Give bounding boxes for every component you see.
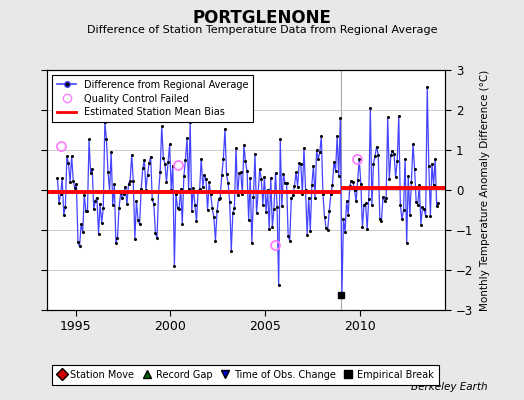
Text: Difference of Station Temperature Data from Regional Average: Difference of Station Temperature Data f… (87, 25, 437, 35)
Legend: Difference from Regional Average, Quality Control Failed, Estimated Station Mean: Difference from Regional Average, Qualit… (52, 75, 254, 122)
Text: Berkeley Earth: Berkeley Earth (411, 382, 487, 392)
Legend: Station Move, Record Gap, Time of Obs. Change, Empirical Break: Station Move, Record Gap, Time of Obs. C… (52, 366, 439, 385)
Y-axis label: Monthly Temperature Anomaly Difference (°C): Monthly Temperature Anomaly Difference (… (480, 69, 490, 311)
Text: PORTGLENONE: PORTGLENONE (192, 9, 332, 27)
